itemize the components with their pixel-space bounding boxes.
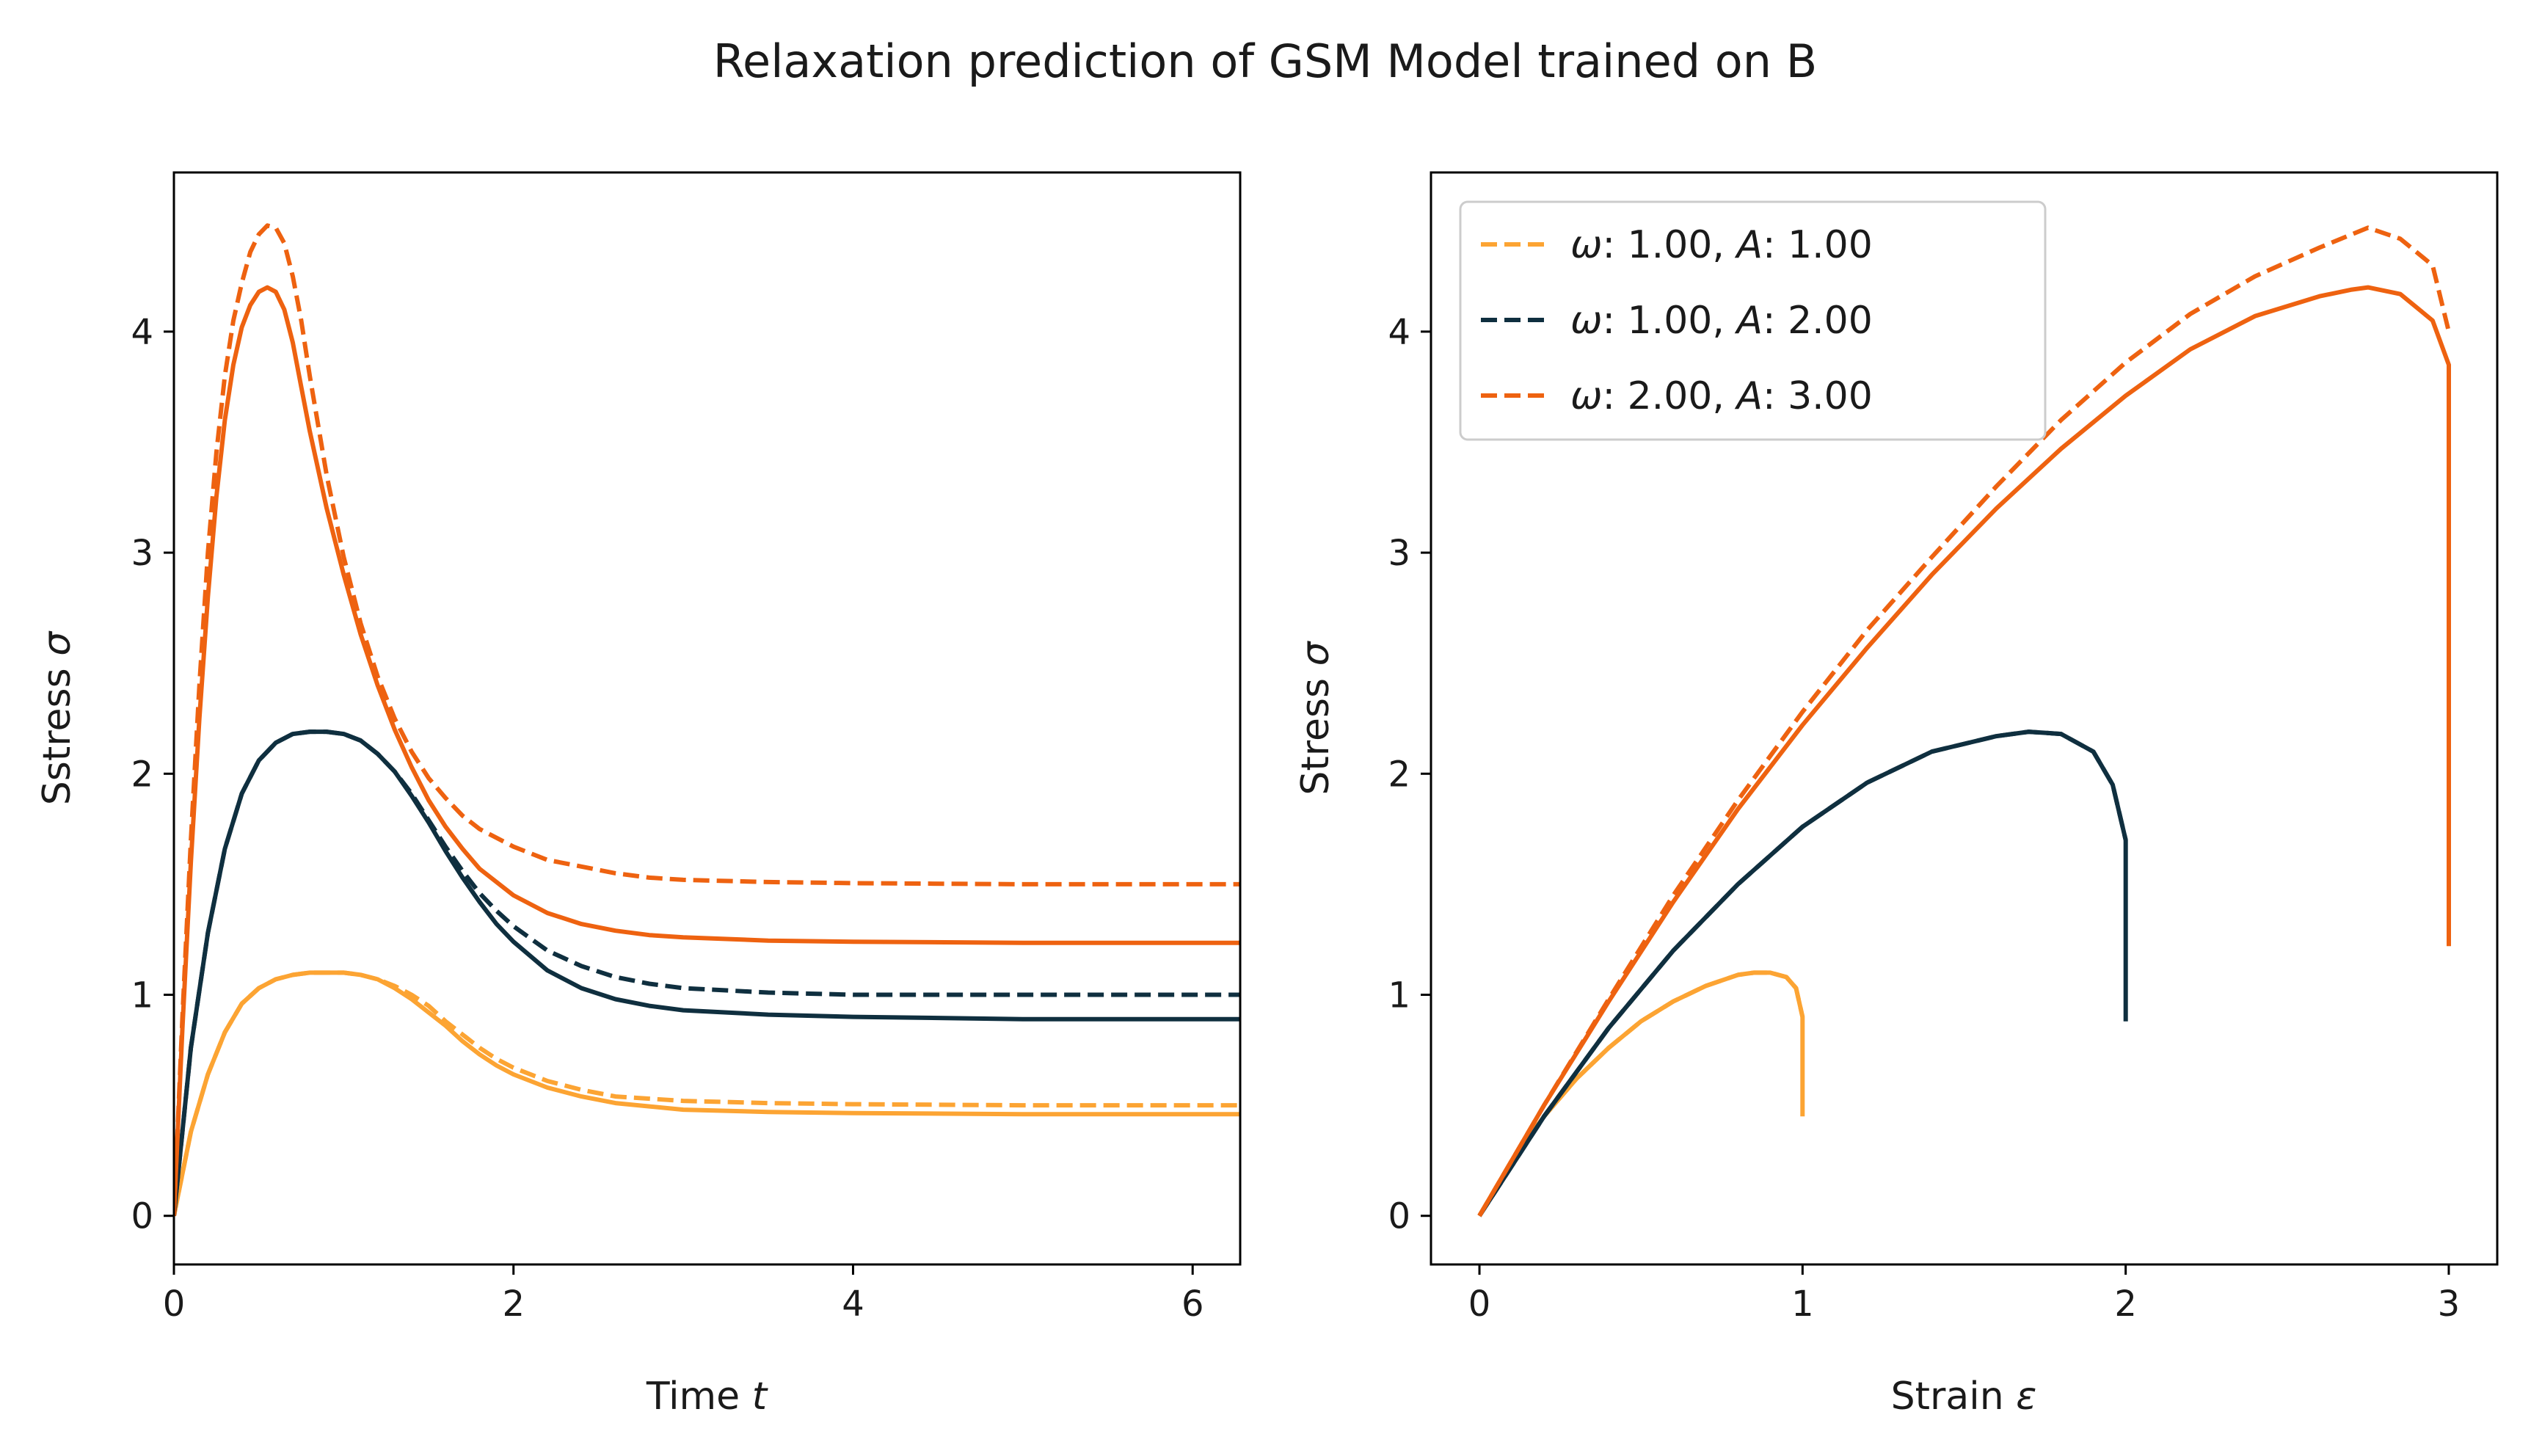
x-tick-label: 0 [163,1284,186,1325]
left-x-axis-label: Time t [646,1375,768,1419]
tick-layer: 0 2 4 6 0 1 2 3 4 [131,312,1203,1325]
right-axes-frame [1430,171,2499,1266]
legend-label: ω: 1.00, A: 2.00 [1570,299,1873,343]
legend: ω: 1.00, A: 1.00 ω: 1.00, A: 2.00 ω: 2.0… [1459,200,2047,441]
legend-label: ω: 2.00, A: 3.00 [1570,374,1873,418]
y-tick-label: 2 [1388,754,1410,795]
x-tick-label: 3 [2438,1284,2461,1325]
y-tick-label: 4 [131,312,153,353]
relaxation-time-panel: 0 2 4 6 0 1 2 3 4 Time t Sstress σ [35,171,1242,1419]
legend-a-value: : 1.00 [1763,223,1873,267]
left-x-axis-label-symbol: t [752,1375,768,1419]
right-x-axis-label-text: Strain [1891,1375,2017,1419]
series-line [1477,285,2451,1217]
legend-omega-symbol: ω [1570,223,1603,267]
x-tick-label: 1 [1791,1284,1814,1325]
y-tick-label: 3 [131,533,153,574]
right-y-axis-label: Stress σ [1294,640,1338,795]
legend-a-value: : 2.00 [1763,299,1873,343]
legend-omega-value: : 1.00, [1603,299,1737,343]
y-tick-label: 1 [1388,975,1410,1016]
series-line [1477,729,2128,1217]
legend-label: ω: 1.00, A: 1.00 [1570,223,1873,267]
legend-entry: ω: 1.00, A: 1.00 [1481,223,1873,267]
legend-omega-symbol: ω [1570,299,1603,343]
right-y-axis-label-text: Stress [1294,666,1338,795]
left-x-axis-label-text: Time [646,1375,752,1419]
tick-layer: 0 1 2 3 0 1 2 3 4 [1388,312,2460,1325]
legend-a-symbol: A [1734,223,1763,267]
y-tick-label: 4 [1388,312,1410,353]
legend-a-value: : 3.00 [1763,374,1873,418]
right-y-axis-label-symbol: σ [1294,640,1338,666]
series-line [174,729,1240,1217]
y-tick-label: 3 [1388,533,1410,574]
x-tick-label: 6 [1181,1284,1204,1325]
x-tick-label: 0 [1468,1284,1491,1325]
series-layer [1477,225,2451,1217]
x-tick-label: 4 [842,1284,864,1325]
legend-a-symbol: A [1734,374,1763,418]
legend-omega-value: : 1.00, [1603,223,1737,267]
legend-omega-symbol: ω [1570,374,1603,418]
x-tick-label: 2 [502,1284,525,1325]
y-tick-label: 0 [131,1196,153,1237]
series-layer [174,223,1240,1217]
legend-entry: ω: 2.00, A: 3.00 [1481,374,1873,418]
y-tick-label: 2 [131,754,153,795]
y-tick-label: 0 [1388,1196,1410,1237]
legend-frame [1459,200,2047,441]
series-line [174,285,1240,1216]
left-y-axis-label-symbol: σ [35,630,79,656]
right-x-axis-label-symbol: ε [2016,1375,2036,1419]
right-x-axis-label: Strain ε [1891,1375,2037,1419]
figure-title: Relaxation prediction of GSM Model train… [713,34,1818,88]
left-y-axis-label: Sstress σ [35,630,79,805]
legend-entry: ω: 1.00, A: 2.00 [1481,299,1873,343]
y-tick-label: 1 [131,975,153,1016]
series-line [1477,225,2451,1217]
series-line [174,223,1240,1216]
left-y-axis-label-text: Sstress [35,656,79,805]
legend-a-symbol: A [1734,299,1763,343]
legend-omega-value: : 2.00, [1603,374,1737,418]
left-axes-frame [172,171,1242,1266]
series-line [174,970,1240,1217]
x-tick-label: 2 [2114,1284,2137,1325]
